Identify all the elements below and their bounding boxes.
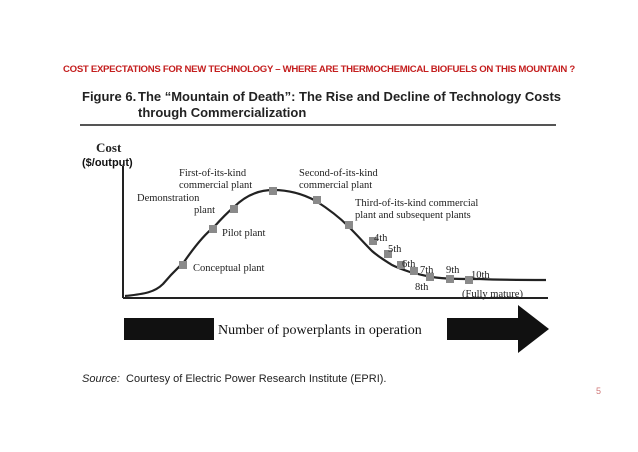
slide-headline: COST EXPECTATIONS FOR NEW TECHNOLOGY – W… <box>63 64 575 75</box>
label-pilot: Pilot plant <box>222 228 266 239</box>
marker-first-of-kind <box>269 187 277 195</box>
marker-10th <box>465 276 473 284</box>
label-fully-mature: (Fully mature) <box>462 289 523 300</box>
label-demonstration-1: Demonstration <box>137 193 200 204</box>
marker-third-of-kind <box>345 221 353 229</box>
figure-title: Figure 6. The “Mountain of Death”: The Ri… <box>82 89 561 121</box>
label-second-2: commercial plant <box>299 180 372 191</box>
label-7th: 7th <box>420 265 434 276</box>
label-first-2: commercial plant <box>179 180 252 191</box>
label-9th: 9th <box>446 265 460 276</box>
arrow-label: Number of powerplants in operation <box>218 323 422 338</box>
label-demonstration-2: plant <box>194 205 215 216</box>
operation-arrow: Number of powerplants in operation <box>124 305 549 353</box>
label-6th: 6th <box>402 259 416 270</box>
marker-pilot <box>209 225 217 233</box>
marker-second-of-kind <box>313 196 321 204</box>
label-second-1: Second-of-its-kind <box>299 168 378 179</box>
label-third-1: Third-of-its-kind commercial <box>355 198 478 209</box>
label-10th: 10th <box>471 270 490 281</box>
source-label: Source: <box>82 373 120 385</box>
label-conceptual: Conceptual plant <box>193 263 265 274</box>
figure-title-line2: through Commercialization <box>138 105 307 120</box>
page-number: 5 <box>596 386 602 396</box>
marker-6th <box>397 261 405 269</box>
marker-7th <box>410 267 418 275</box>
y-axis-title: Cost <box>96 140 122 155</box>
marker-8th <box>426 273 434 281</box>
marker-9th <box>446 275 454 283</box>
y-axis-unit: ($/output) <box>82 157 133 169</box>
marker-5th <box>384 250 392 258</box>
source-text: Courtesy of Electric Power Research Inst… <box>126 373 387 385</box>
figure-title-line1: The “Mountain of Death”: The Rise and De… <box>138 89 562 104</box>
marker-conceptual <box>179 261 187 269</box>
source-note: Source: Courtesy of Electric Power Resea… <box>82 373 386 385</box>
figure-number: Figure 6. <box>82 89 137 104</box>
marker-demonstration <box>230 205 238 213</box>
label-4th: 4th <box>374 233 388 244</box>
title-rule <box>80 124 556 126</box>
label-first-1: First-of-its-kind <box>179 168 247 179</box>
marker-4th <box>369 237 377 245</box>
label-8th: 8th <box>415 282 429 293</box>
label-third-2: plant and subsequent plants <box>355 210 471 221</box>
label-5th: 5th <box>388 244 402 255</box>
